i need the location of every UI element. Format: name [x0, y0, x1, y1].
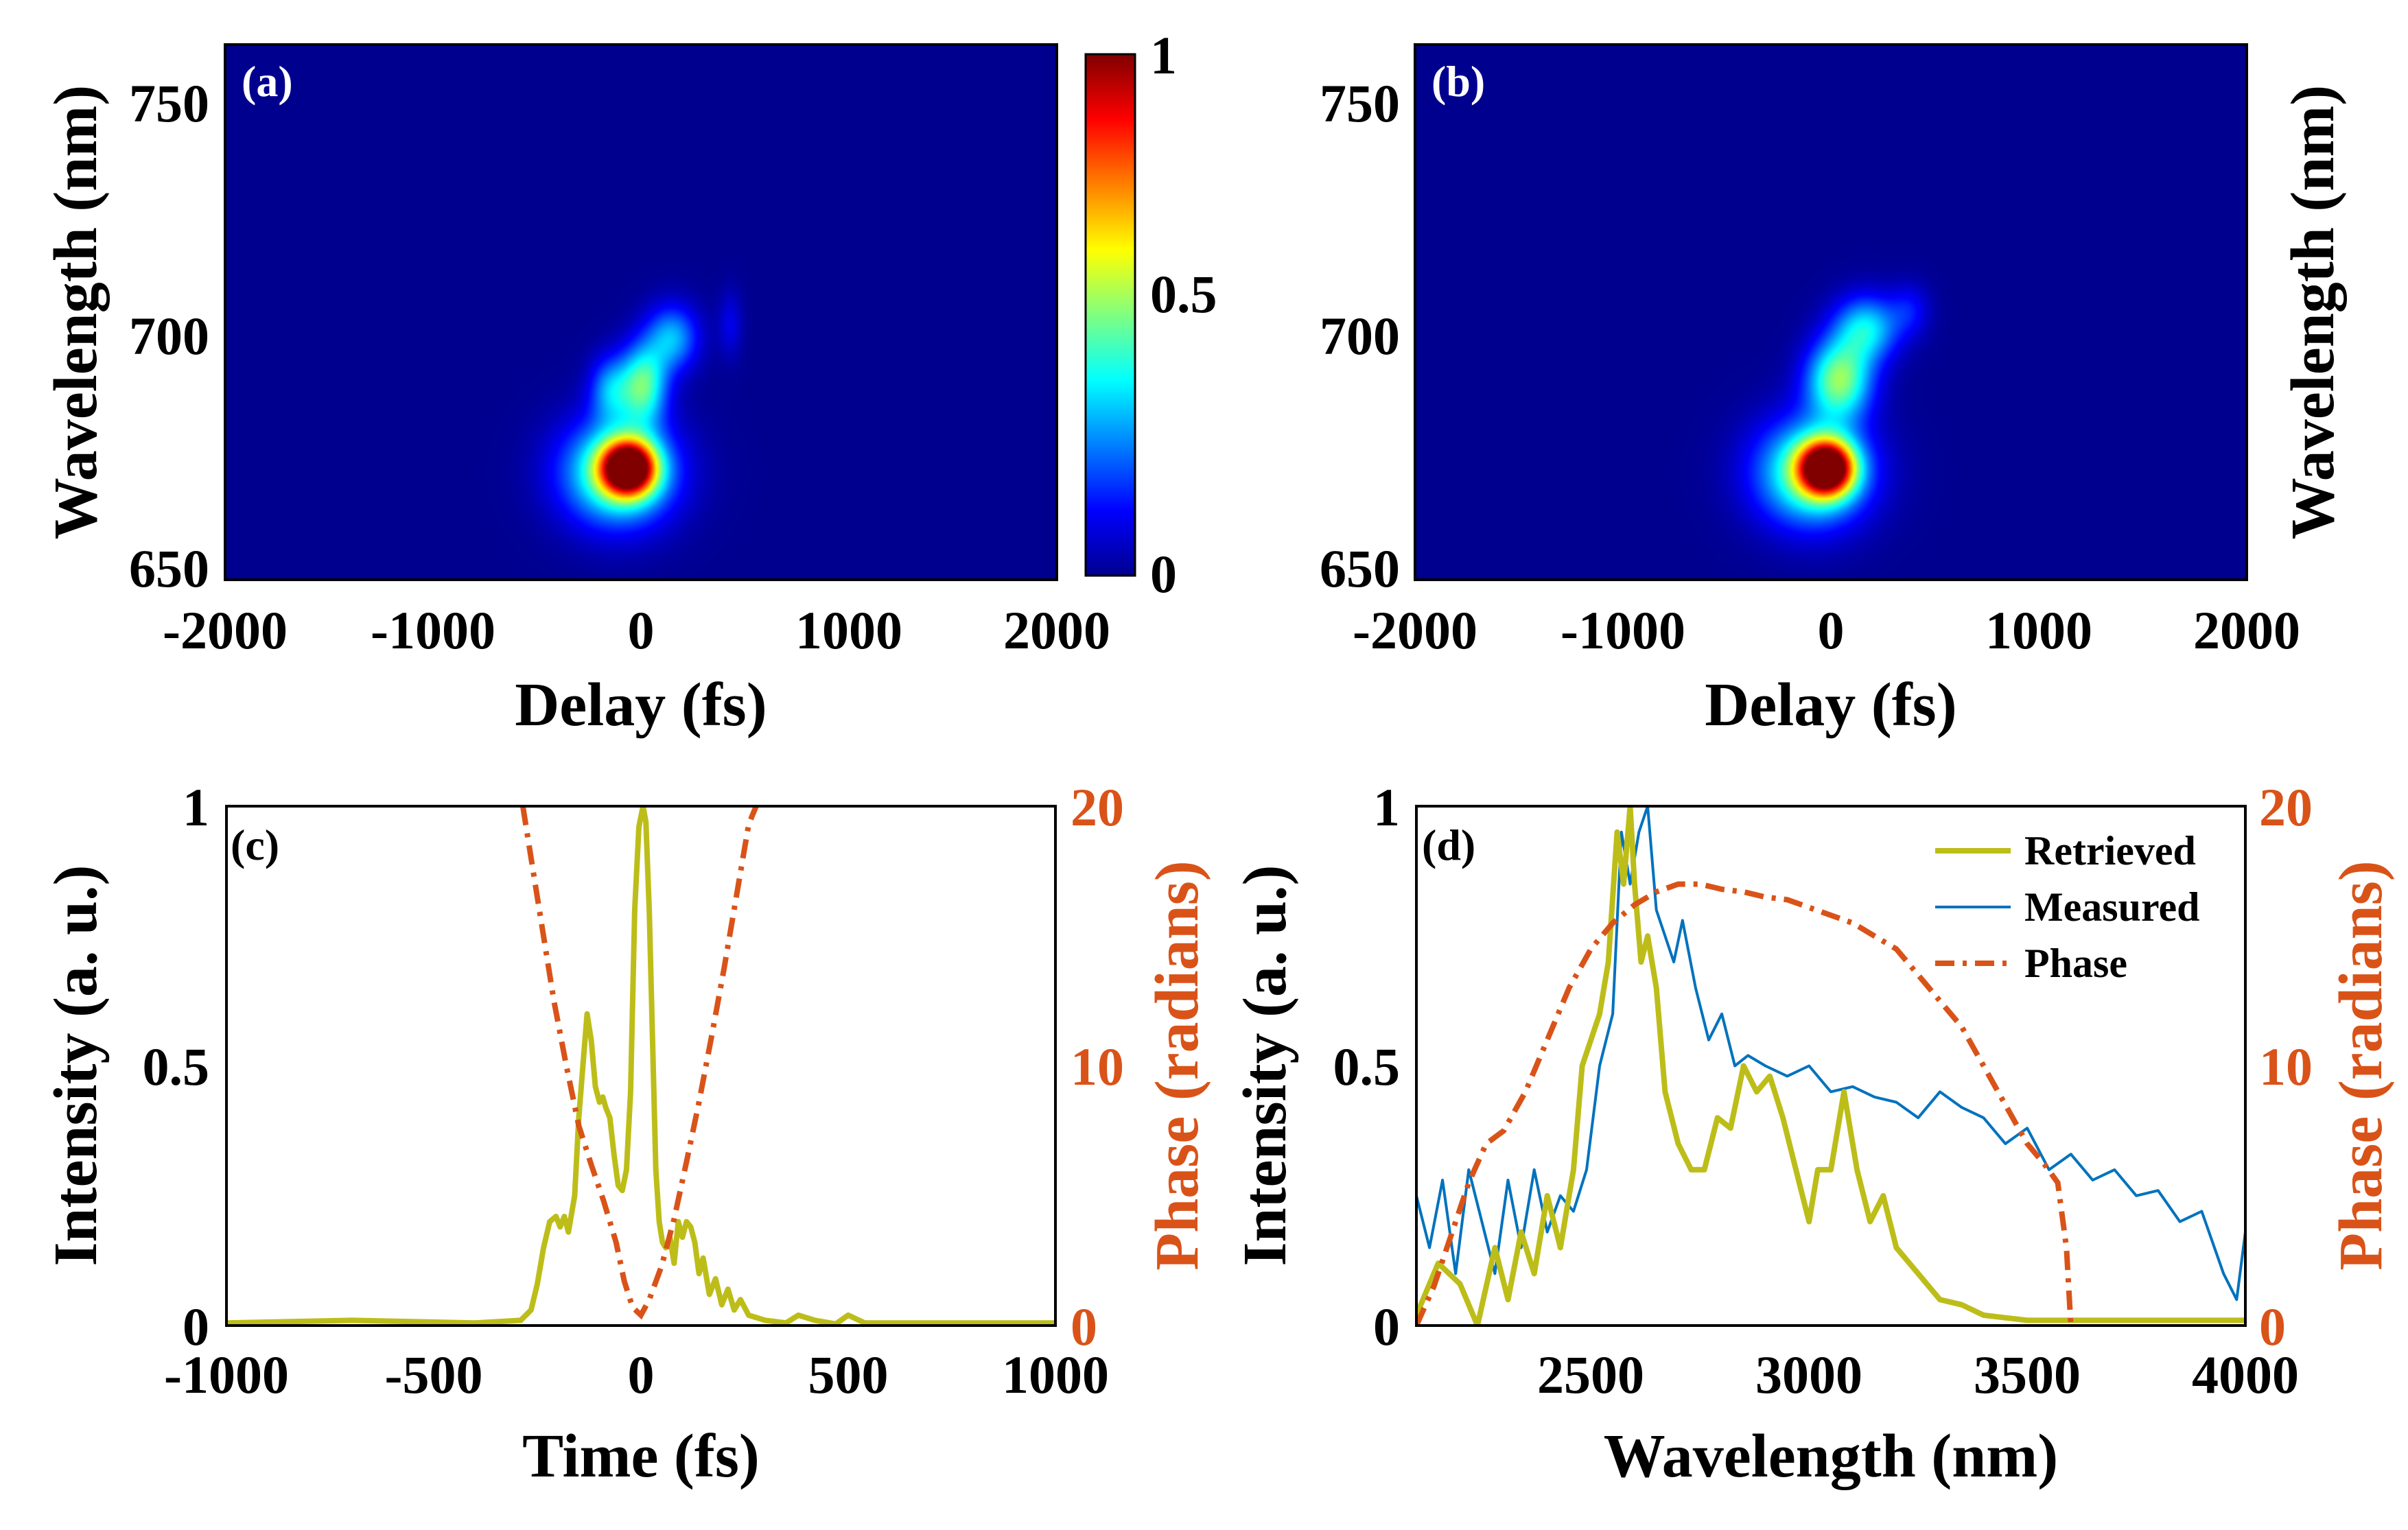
panel-a-xtick: -2000 — [163, 600, 288, 660]
panel-d-xlabel: Wavelength (nm) — [1604, 1422, 2058, 1490]
panel-b-ytick: 650 — [1320, 539, 1400, 598]
panel-b-xlabel: Delay (fs) — [1705, 671, 1956, 739]
panel-b-ytick: 700 — [1320, 306, 1400, 366]
panel-a-ylabel: Wavelength (nm) — [42, 85, 110, 539]
colorbar-tick: 0.5 — [1150, 264, 1217, 324]
panel-c-ytick-right: 20 — [1071, 777, 1124, 837]
panel-a-ytick: 750 — [129, 73, 209, 133]
panel-c-ytick-right: 0 — [1071, 1297, 1097, 1356]
panel-d-ytick: 0.5 — [1333, 1037, 1401, 1096]
panel-d-xtick: 2500 — [1537, 1345, 1644, 1404]
panel-d-ylabel-right: Phase (radians) — [2327, 860, 2395, 1271]
panel-c-ytick: 0 — [183, 1297, 209, 1356]
panel-d-ytick-right: 0 — [2259, 1297, 2286, 1356]
panel-d-xtick: 4000 — [2192, 1345, 2299, 1404]
panel-d-frame — [1415, 805, 2247, 1327]
panel-c-label: (c) — [231, 821, 279, 869]
panel-b-frame — [1414, 43, 2248, 581]
panel-d-ylabel: Intensity (a. u.) — [1231, 864, 1299, 1266]
panel-c-ytick-right: 10 — [1071, 1037, 1124, 1096]
panel-c-intensity-line — [226, 806, 1055, 1326]
panel-d-measured-line — [1416, 806, 2245, 1302]
panel-a-xtick: 1000 — [795, 600, 902, 660]
panel-c-plot-bg — [226, 806, 1055, 1326]
panel-a-heatmap — [225, 45, 1057, 580]
panel-d-xtick: 3500 — [1974, 1345, 2081, 1404]
panel-b-xtick: -1000 — [1560, 600, 1685, 660]
panel-c-xtick: 1000 — [1002, 1345, 1109, 1404]
panel-d-label: (d) — [1422, 821, 1475, 869]
panel-a-ytick: 700 — [129, 306, 209, 366]
panel-b-xtick: 0 — [1818, 600, 1845, 660]
panel-b-xtick: 2000 — [2193, 600, 2300, 660]
panel-a-frame — [224, 43, 1058, 581]
panel-d-xtick: 3000 — [1755, 1345, 1862, 1404]
colorbar — [1084, 53, 1136, 577]
panel-a-ytick: 650 — [129, 539, 209, 598]
panel-c-frame — [225, 805, 1057, 1327]
panel-c-xlabel: Time (fs) — [522, 1422, 760, 1490]
panel-c-xtick: 500 — [808, 1345, 889, 1404]
panel-d-legend: Retrieved Measured Phase — [1935, 828, 2200, 986]
panel-c: (c) -1000 -500 0 500 1000 0 0.5 1 0 10 2… — [42, 777, 1211, 1490]
panel-b-xtick: -2000 — [1353, 600, 1477, 660]
panel-b-ytick: 750 — [1320, 73, 1400, 133]
colorbar-tick: 0 — [1150, 544, 1177, 604]
panel-d-plot-bg — [1416, 806, 2245, 1326]
panel-d-phase-line — [1416, 881, 2074, 1326]
legend-label-retrieved: Retrieved — [2024, 828, 2196, 873]
panel-b: (b) -2000 -1000 0 1000 2000 650 700 750 … — [1320, 43, 2347, 739]
panel-b-heatmap — [1415, 45, 2247, 580]
panel-b-label: (b) — [1431, 57, 1485, 106]
panel-a-xlabel: Delay (fs) — [515, 671, 767, 739]
panel-d: (d) Retrieved Measured Phase 2500 3000 3… — [1231, 777, 2395, 1490]
panel-c-phase-line — [519, 806, 759, 1320]
panel-d-ytick-right: 20 — [2259, 777, 2313, 837]
panel-c-ytick: 1 — [183, 777, 209, 837]
panel-c-xtick: -500 — [385, 1345, 483, 1404]
panel-c-xtick: 0 — [628, 1345, 655, 1404]
legend-label-measured: Measured — [2024, 884, 2200, 930]
panel-a-xtick: 0 — [628, 600, 655, 660]
panel-d-ytick: 0 — [1373, 1297, 1400, 1356]
panel-c-xtick: -1000 — [164, 1345, 289, 1404]
panel-a: (a) -2000 -1000 0 1000 2000 650 700 750 … — [42, 25, 1217, 739]
panel-d-retrieved-line — [1416, 806, 2245, 1326]
panel-c-ylabel-right: Phase (radians) — [1143, 860, 1211, 1271]
legend-label-phase: Phase — [2024, 941, 2127, 986]
panel-c-ylabel: Intensity (a. u.) — [42, 864, 110, 1266]
panel-b-xtick: 1000 — [1985, 600, 2092, 660]
panel-d-ytick: 1 — [1373, 777, 1400, 837]
panel-b-ylabel: Wavelength (nm) — [2279, 85, 2347, 539]
panel-a-label: (a) — [242, 57, 293, 106]
panel-c-ytick: 0.5 — [143, 1037, 210, 1096]
colorbar-tick: 1 — [1150, 25, 1177, 85]
panel-d-ytick-right: 10 — [2259, 1037, 2313, 1096]
panel-a-xtick: -1000 — [371, 600, 495, 660]
panel-a-xtick: 2000 — [1003, 600, 1110, 660]
